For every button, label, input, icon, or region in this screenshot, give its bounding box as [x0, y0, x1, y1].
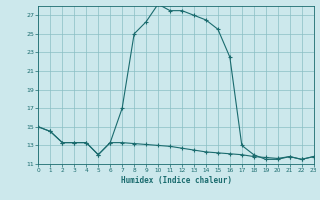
X-axis label: Humidex (Indice chaleur): Humidex (Indice chaleur): [121, 176, 231, 185]
